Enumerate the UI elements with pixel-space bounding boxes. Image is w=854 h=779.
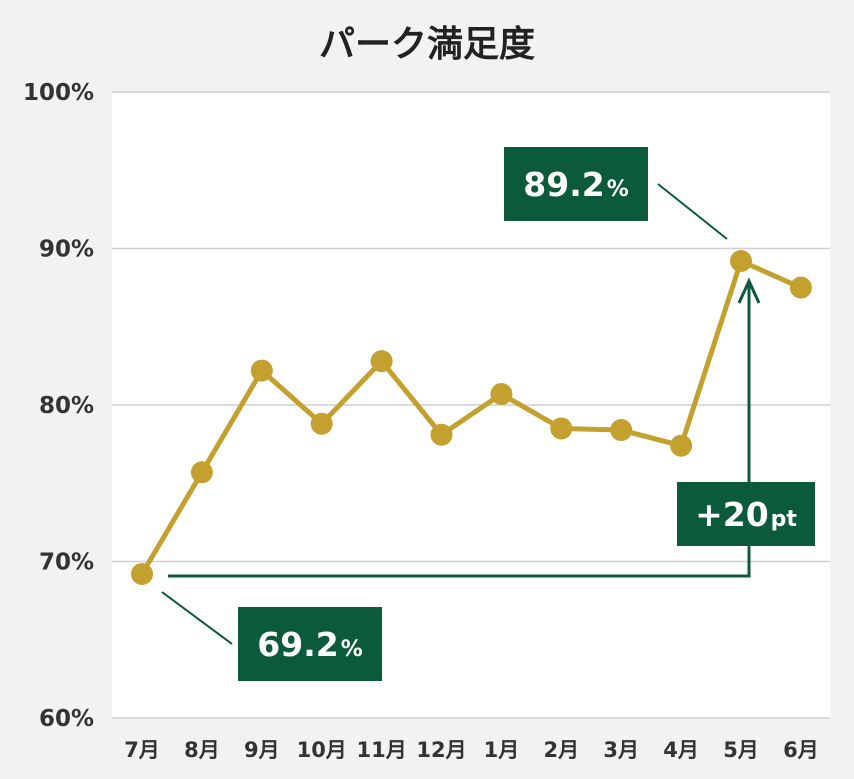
x-tick-label: 10月 <box>297 738 347 762</box>
data-point <box>310 412 333 435</box>
annotation-difference-value: +20 <box>695 495 769 534</box>
data-point <box>250 359 273 382</box>
y-tick-label: 80% <box>39 393 94 419</box>
x-tick-label: 7月 <box>124 738 160 762</box>
annotation-peak-label: 89.2% <box>523 165 628 204</box>
annotation-difference-box <box>677 482 815 546</box>
annotation-start-label: 69.2% <box>257 625 362 664</box>
annotation-connector <box>161 591 233 645</box>
annotation-start-value: 69.2 <box>257 625 338 664</box>
annotation-connector <box>657 183 728 240</box>
x-tick-label: 9月 <box>244 738 280 762</box>
series <box>131 250 812 586</box>
annotation-difference-unit: pt <box>771 507 798 532</box>
data-point <box>550 417 573 440</box>
x-tick-label: 3月 <box>603 738 639 762</box>
data-point <box>730 250 752 273</box>
data-point <box>430 423 453 446</box>
x-tick-label: 2月 <box>543 738 579 762</box>
x-tick-label: 11月 <box>356 738 406 762</box>
x-tick-label: 1月 <box>484 738 520 762</box>
data-point <box>490 383 513 406</box>
annotation-peak-unit: % <box>607 177 629 202</box>
y-tick-label: 60% <box>39 706 94 732</box>
data-point <box>190 461 213 484</box>
data-point <box>789 276 812 299</box>
x-axis: 7月 8月 9月 10月 11月 12月 1月 2月 3月 4月 5月 6月 <box>124 738 819 762</box>
x-tick-label: 5月 <box>723 738 759 762</box>
annotation-start-unit: % <box>341 637 363 662</box>
y-tick-label: 90% <box>39 237 94 263</box>
annotation-peak-value: 89.2 <box>523 165 604 204</box>
series-line <box>139 258 804 577</box>
arrow-head <box>737 277 761 304</box>
x-tick-label: 4月 <box>663 738 699 762</box>
data-point <box>670 434 693 457</box>
annotation-peak-box <box>504 147 648 221</box>
data-point <box>131 563 153 586</box>
y-tick-label: 70% <box>39 550 94 576</box>
data-point <box>610 419 633 442</box>
annotation-difference-label: +20pt <box>695 495 797 534</box>
x-tick-label: 6月 <box>783 738 819 762</box>
chart-title: パーク満足度 <box>319 24 535 65</box>
gridlines <box>112 91 830 719</box>
x-tick-label: 8月 <box>184 738 220 762</box>
difference-arrow <box>168 285 751 578</box>
y-tick-label: 100% <box>23 80 94 106</box>
data-point <box>370 350 393 373</box>
annotations: 69.2%89.2%+20pt <box>161 147 815 681</box>
y-axis: 60% 70% 80% 90% 100% <box>23 80 94 732</box>
annotation-start-box <box>238 607 382 681</box>
x-tick-label: 12月 <box>416 738 466 762</box>
